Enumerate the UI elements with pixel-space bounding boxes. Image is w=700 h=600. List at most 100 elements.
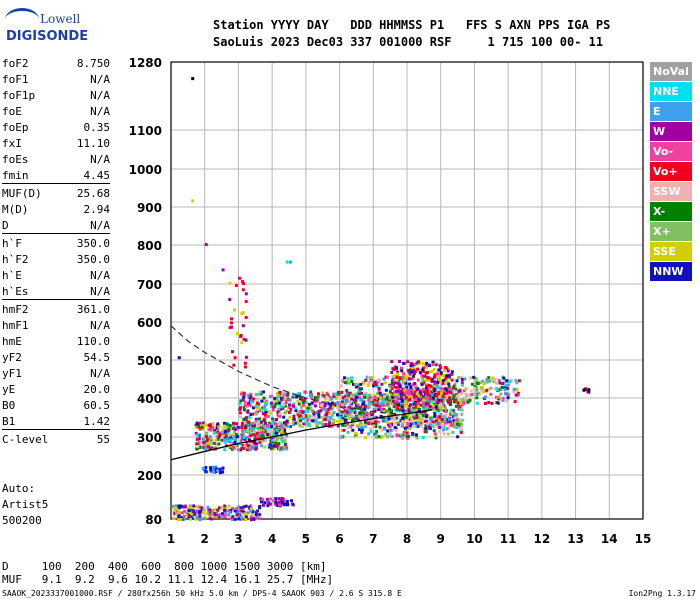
echo-point bbox=[414, 424, 418, 428]
legend-item-vo-: Vo- bbox=[650, 142, 692, 161]
echo-point bbox=[280, 437, 284, 441]
echo-point bbox=[361, 402, 365, 406]
echo-point bbox=[419, 424, 423, 428]
echo-point bbox=[206, 442, 210, 446]
echo-point bbox=[296, 422, 300, 426]
echo-point bbox=[265, 425, 269, 429]
echo-point bbox=[373, 398, 377, 402]
echo-point bbox=[457, 424, 461, 428]
echo-point bbox=[435, 419, 439, 423]
echo-point bbox=[483, 395, 487, 399]
echo-point bbox=[228, 298, 232, 302]
echo-point bbox=[205, 439, 209, 443]
echo-point bbox=[240, 447, 244, 451]
echo-point bbox=[343, 418, 347, 422]
echo-point bbox=[194, 425, 198, 429]
echo-point bbox=[408, 425, 412, 429]
echo-point bbox=[376, 378, 380, 382]
echo-point bbox=[431, 407, 435, 411]
echo-point bbox=[273, 438, 277, 442]
echo-point bbox=[288, 415, 292, 419]
echo-point bbox=[390, 383, 394, 387]
echo-point bbox=[411, 408, 415, 412]
param-name: foF2 bbox=[2, 57, 29, 70]
echo-point bbox=[404, 415, 408, 419]
param-name: h`E bbox=[2, 269, 22, 282]
echo-point bbox=[208, 508, 212, 512]
echo-point bbox=[282, 403, 286, 407]
echo-point bbox=[387, 417, 391, 421]
echo-point bbox=[433, 380, 437, 384]
echo-point bbox=[582, 388, 586, 392]
echo-point bbox=[209, 470, 213, 474]
x-tick-label: 9 bbox=[437, 532, 445, 546]
echo-point bbox=[204, 470, 208, 474]
echo-point bbox=[401, 389, 405, 393]
echo-point bbox=[191, 199, 195, 203]
echo-point bbox=[377, 404, 381, 408]
echo-point bbox=[460, 418, 464, 422]
echo-point bbox=[500, 386, 504, 390]
param-row: hmF2 361.0 bbox=[2, 302, 110, 318]
echo-point bbox=[337, 408, 341, 412]
echo-point bbox=[345, 392, 349, 396]
echo-point bbox=[350, 393, 354, 397]
echo-point bbox=[491, 376, 495, 380]
echo-point bbox=[359, 398, 363, 402]
echo-point bbox=[223, 515, 227, 519]
echo-point bbox=[316, 392, 320, 396]
echo-point bbox=[436, 380, 440, 384]
echo-point bbox=[369, 427, 373, 431]
echo-point bbox=[198, 421, 202, 425]
echo-point bbox=[403, 388, 407, 392]
echo-point bbox=[330, 424, 334, 428]
echo-point bbox=[432, 429, 436, 433]
echo-point bbox=[359, 416, 363, 420]
echo-point bbox=[270, 403, 274, 407]
echo-point bbox=[440, 415, 444, 419]
auto-code: 500200 bbox=[2, 514, 42, 527]
echo-point bbox=[268, 441, 272, 445]
echo-point bbox=[230, 516, 234, 520]
echo-point bbox=[283, 428, 287, 432]
echo-point bbox=[412, 400, 416, 404]
echo-point bbox=[201, 421, 205, 425]
echo-point bbox=[372, 424, 376, 428]
echo-point bbox=[390, 397, 394, 401]
echo-point bbox=[220, 438, 224, 442]
echo-point bbox=[390, 360, 394, 364]
echo-point bbox=[225, 422, 229, 426]
echo-point bbox=[283, 395, 287, 399]
echo-point bbox=[234, 507, 238, 511]
echo-point bbox=[239, 392, 243, 396]
echo-point bbox=[275, 425, 279, 429]
echo-point bbox=[472, 375, 476, 379]
echo-point bbox=[460, 381, 464, 385]
y-tick-label: 600 bbox=[137, 316, 162, 330]
station-header: Station YYYY DAY DDD HHMMSS P1 FFS S AXN… bbox=[213, 17, 610, 51]
echo-point bbox=[362, 400, 366, 404]
echo-point bbox=[374, 383, 378, 387]
echo-point bbox=[490, 378, 494, 382]
echo-point bbox=[418, 361, 422, 365]
echo-point bbox=[317, 410, 321, 414]
echo-point bbox=[439, 366, 443, 370]
echo-point bbox=[202, 508, 206, 512]
echo-point bbox=[274, 497, 278, 501]
echo-point bbox=[267, 426, 271, 430]
echo-point bbox=[234, 427, 238, 431]
y-tick-label: 900 bbox=[137, 201, 162, 215]
echo-point bbox=[343, 395, 347, 399]
echo-point bbox=[390, 370, 394, 374]
echo-point bbox=[441, 401, 445, 405]
echo-point bbox=[496, 401, 500, 405]
echo-point bbox=[312, 412, 316, 416]
echo-point bbox=[365, 416, 369, 420]
echo-point bbox=[373, 395, 377, 399]
echo-point bbox=[443, 391, 447, 395]
echo-point bbox=[340, 428, 344, 432]
param-value: 4.45 bbox=[83, 169, 111, 182]
echo-point bbox=[214, 438, 218, 442]
echo-point bbox=[340, 400, 344, 404]
echo-point bbox=[422, 404, 426, 408]
